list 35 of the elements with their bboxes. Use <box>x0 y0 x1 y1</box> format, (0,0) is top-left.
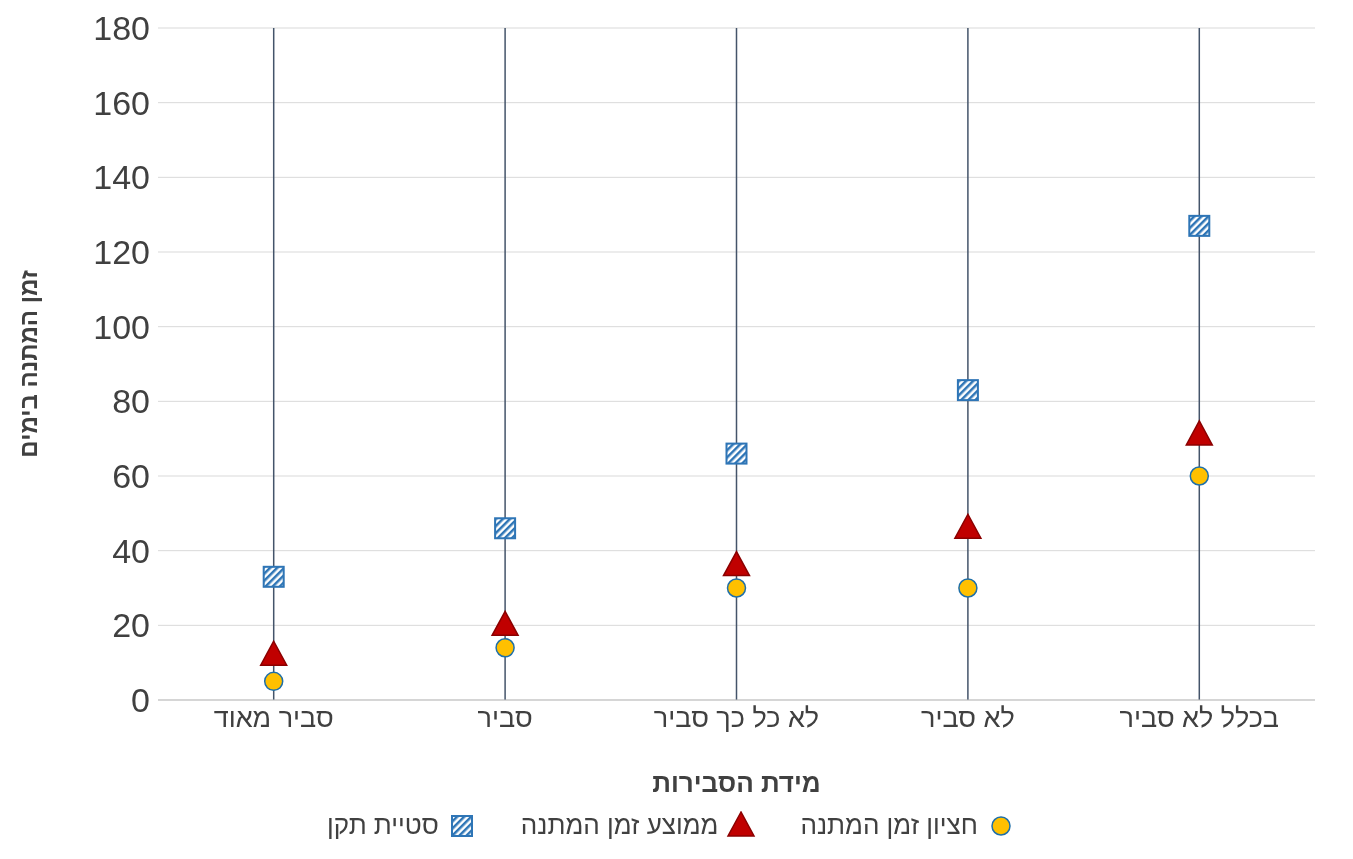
point <box>263 671 284 692</box>
y-tick-label: 120 <box>93 233 150 272</box>
x-tick-label: בכלל לא סביר <box>1119 703 1280 734</box>
point <box>491 610 519 637</box>
legend-label: חציון זמן המתנה <box>800 810 978 841</box>
y-tick-label: 60 <box>112 457 150 496</box>
legend-label: ממוצע זמן המתנה <box>520 810 719 841</box>
point <box>958 578 978 598</box>
point <box>262 565 285 588</box>
x-tick-label: סביר <box>477 703 533 734</box>
y-axis-title: זמן המתנה בימים <box>14 270 42 458</box>
legend-label: סטיית תקן <box>327 810 439 841</box>
point <box>956 379 979 402</box>
y-tick-label: 160 <box>93 83 150 122</box>
point <box>495 637 515 658</box>
point <box>954 513 982 540</box>
y-tick-label: 0 <box>131 681 150 720</box>
y-tick-label: 100 <box>93 307 150 346</box>
x-tick-label: סביר מאוד <box>213 703 334 734</box>
point <box>494 517 517 540</box>
y-tick-label: 180 <box>93 9 150 48</box>
point <box>725 442 748 465</box>
point <box>726 578 747 598</box>
y-tick-label: 80 <box>112 382 150 421</box>
point <box>722 550 751 577</box>
x-axis-title: מידת הסבירות <box>652 768 821 798</box>
x-tick-label: לא כל כך סביר <box>653 703 820 734</box>
point <box>1189 466 1210 486</box>
point <box>1185 420 1214 446</box>
point <box>1188 214 1211 237</box>
y-tick-label: 140 <box>93 158 150 197</box>
y-tick-label: 20 <box>112 606 150 645</box>
y-tick-label: 40 <box>112 531 150 570</box>
point <box>259 640 288 666</box>
x-tick-label: לא סביר <box>921 703 1015 734</box>
